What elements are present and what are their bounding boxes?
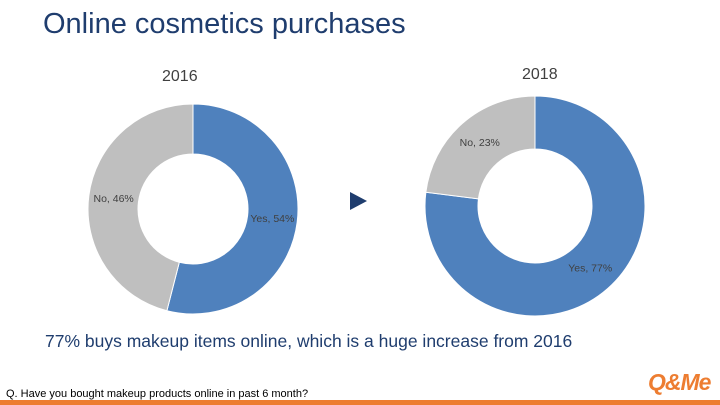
summary-text: 77% buys makeup items online, which is a… bbox=[45, 331, 573, 351]
slide-title: Online cosmetics purchases bbox=[43, 8, 406, 40]
survey-question: Q. Have you bought makeup products onlin… bbox=[6, 388, 309, 400]
chart-title-2016: 2016 bbox=[162, 68, 198, 85]
donut-chart-2018: Yes, 77% No, 23% bbox=[424, 95, 646, 317]
data-label-yes: Yes, 54% bbox=[250, 213, 294, 225]
donut-slice-no bbox=[87, 103, 194, 312]
chart-title-2018: 2018 bbox=[522, 66, 558, 83]
data-label-no: No, 23% bbox=[460, 137, 500, 149]
donut-slice-no bbox=[425, 95, 536, 200]
donut-slice-yes bbox=[424, 95, 646, 317]
data-label-no: No, 46% bbox=[93, 193, 133, 205]
footer-divider bbox=[0, 400, 720, 405]
play-arrow-icon bbox=[350, 192, 367, 210]
brand-logo: Q&Me bbox=[648, 369, 711, 395]
donut-chart-2016: Yes, 54% No, 46% bbox=[87, 103, 299, 315]
donut-slice-yes bbox=[166, 103, 299, 315]
data-label-yes: Yes, 77% bbox=[568, 262, 612, 274]
